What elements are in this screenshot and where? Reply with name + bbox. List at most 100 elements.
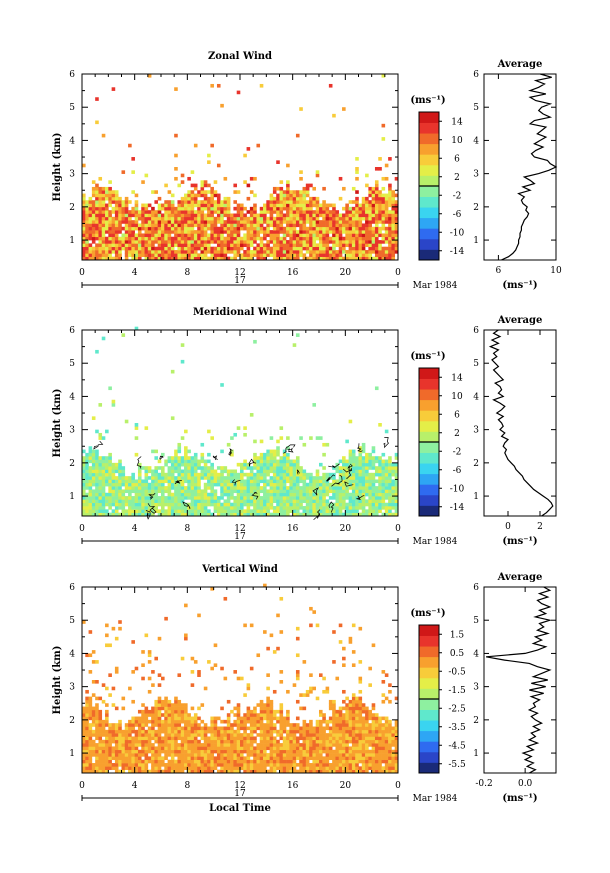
heatmap-cell — [312, 196, 317, 201]
heatmap-cell — [203, 489, 208, 494]
heatmap-cell — [240, 753, 244, 757]
heatmap-cell — [332, 240, 336, 244]
heatmap-cell — [203, 246, 208, 251]
heatmap-cell — [279, 223, 284, 228]
heatmap-cell — [365, 196, 369, 201]
heatmap-cell — [282, 233, 287, 238]
heatmap-cell — [101, 753, 106, 757]
heatmap-cell — [174, 696, 178, 701]
heatmap-cell — [243, 769, 247, 774]
heatmap-cell — [292, 203, 297, 208]
heatmap-cell — [170, 256, 175, 261]
heatmap-cell — [348, 466, 353, 470]
heatmap-cell — [108, 472, 112, 477]
heatmap-cell — [381, 496, 386, 500]
heatmap-cell — [322, 509, 326, 513]
heatmap-cell — [105, 472, 109, 477]
heatmap-cell — [121, 696, 126, 701]
heatmap-cell — [98, 223, 103, 228]
heatmap-cell — [213, 250, 218, 254]
heatmap-cell — [170, 200, 175, 204]
heatmap-cell — [85, 506, 89, 510]
heatmap-cell — [151, 210, 155, 214]
heatmap-cell — [220, 749, 224, 754]
heatmap-cell — [292, 482, 297, 487]
heatmap-cell — [180, 746, 185, 751]
heatmap-cell — [101, 502, 106, 507]
heatmap-cell — [249, 766, 254, 770]
heatmap-cell — [167, 763, 172, 767]
heatmap-cell — [141, 210, 145, 214]
heatmap-cell — [164, 749, 168, 754]
heatmap-cell — [207, 509, 211, 513]
heatmap-cell — [141, 243, 145, 248]
heatmap-cell — [259, 243, 264, 248]
heatmap-cell — [144, 709, 149, 714]
heatmap-cell — [174, 216, 178, 221]
heatmap-cell — [391, 482, 396, 487]
heatmap-cell — [180, 733, 185, 737]
heatmap-cell — [91, 506, 96, 510]
heatmap-cell — [154, 723, 159, 727]
heatmap-cell — [180, 236, 185, 241]
heatmap-cell — [342, 220, 346, 224]
heatmap-cell — [203, 763, 208, 767]
heatmap-cell — [95, 449, 99, 454]
heatmap-cell — [105, 226, 109, 231]
heatmap-cell — [180, 726, 185, 731]
heatmap-cell — [263, 466, 267, 470]
colorbar-band — [419, 452, 439, 464]
heatmap-cell — [131, 496, 135, 500]
heatmap-cell — [328, 486, 333, 490]
heatmap-cell — [223, 240, 228, 244]
heatmap-cell — [157, 226, 162, 231]
heatmap-cell — [358, 506, 363, 510]
heatmap-cell — [230, 469, 234, 474]
heatmap-cell — [355, 472, 359, 477]
heatmap-cell — [256, 223, 261, 228]
heatmap-cell — [355, 502, 359, 507]
heatmap-cell — [184, 462, 188, 467]
heatmap-cell — [157, 673, 162, 677]
heatmap-cell — [210, 486, 214, 490]
heatmap-cell — [210, 766, 214, 770]
heatmap-cell — [161, 472, 165, 477]
heatmap-cell — [101, 236, 106, 241]
heatmap-cell — [272, 196, 277, 201]
heatmap-cell — [286, 713, 290, 717]
heatmap-cell — [193, 763, 198, 767]
heatmap-cell — [246, 496, 251, 500]
heatmap-cell — [170, 733, 175, 737]
heatmap-cell — [319, 502, 323, 507]
heatmap-cell — [240, 499, 244, 504]
heatmap-cell — [249, 240, 254, 244]
heatmap-cell — [187, 459, 191, 464]
heatmap-cell — [91, 482, 96, 487]
heatmap-cell — [249, 743, 254, 747]
heatmap-cell — [170, 716, 175, 721]
heatmap-cell — [355, 499, 359, 504]
heatmap-cell — [230, 509, 234, 513]
heatmap-cell — [338, 496, 343, 500]
heatmap-cell — [95, 200, 99, 204]
heatmap-cell — [170, 226, 175, 231]
heatmap-cell — [164, 739, 168, 744]
heatmap-cell — [151, 469, 155, 474]
heatmap-cell — [299, 496, 303, 500]
heatmap-cell — [342, 502, 346, 507]
heatmap-cell — [187, 766, 191, 770]
heatmap-cell — [187, 769, 191, 774]
heatmap-cell — [131, 509, 135, 513]
heatmap-cell — [105, 220, 109, 224]
panel-title: Zonal Wind — [208, 51, 272, 62]
heatmap-cell — [124, 233, 129, 238]
heatmap-cell — [137, 243, 142, 248]
heatmap-cell — [240, 479, 244, 484]
heatmap-cell — [342, 462, 346, 467]
heatmap-cell — [154, 210, 159, 214]
heatmap-cell — [276, 466, 280, 470]
heatmap-cell — [253, 486, 257, 490]
heatmap-cell — [108, 743, 112, 747]
heatmap-cell — [151, 726, 155, 731]
